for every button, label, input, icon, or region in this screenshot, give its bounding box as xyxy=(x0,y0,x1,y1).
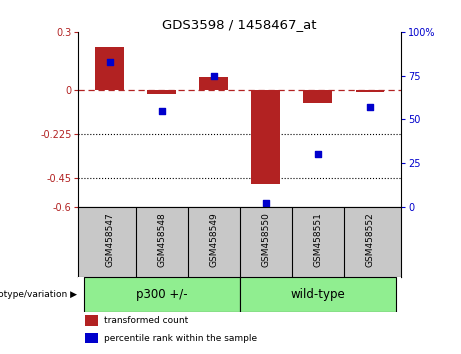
Point xyxy=(262,201,269,206)
Bar xyxy=(240,277,396,312)
Point xyxy=(210,73,218,79)
Point xyxy=(158,108,165,113)
Text: p300 +/-: p300 +/- xyxy=(136,288,188,301)
Text: genotype/variation ▶: genotype/variation ▶ xyxy=(0,290,77,299)
Title: GDS3598 / 1458467_at: GDS3598 / 1458467_at xyxy=(162,18,317,31)
Text: GSM458552: GSM458552 xyxy=(365,212,374,267)
Bar xyxy=(148,90,176,94)
Text: GSM458551: GSM458551 xyxy=(313,212,322,267)
Text: wild-type: wild-type xyxy=(290,288,345,301)
Bar xyxy=(85,315,98,326)
Bar xyxy=(95,47,124,90)
Text: transformed count: transformed count xyxy=(104,316,189,325)
Point xyxy=(366,104,373,110)
Text: GSM458547: GSM458547 xyxy=(105,212,114,267)
Bar xyxy=(251,90,280,184)
Point xyxy=(314,152,321,157)
Point xyxy=(106,59,113,64)
Text: GSM458549: GSM458549 xyxy=(209,212,218,267)
Bar xyxy=(303,90,332,103)
Text: percentile rank within the sample: percentile rank within the sample xyxy=(104,334,257,343)
Text: GSM458550: GSM458550 xyxy=(261,212,270,267)
Bar xyxy=(83,277,240,312)
Text: GSM458548: GSM458548 xyxy=(157,212,166,267)
Bar xyxy=(85,333,98,343)
Bar xyxy=(200,76,228,90)
Bar xyxy=(355,90,384,92)
